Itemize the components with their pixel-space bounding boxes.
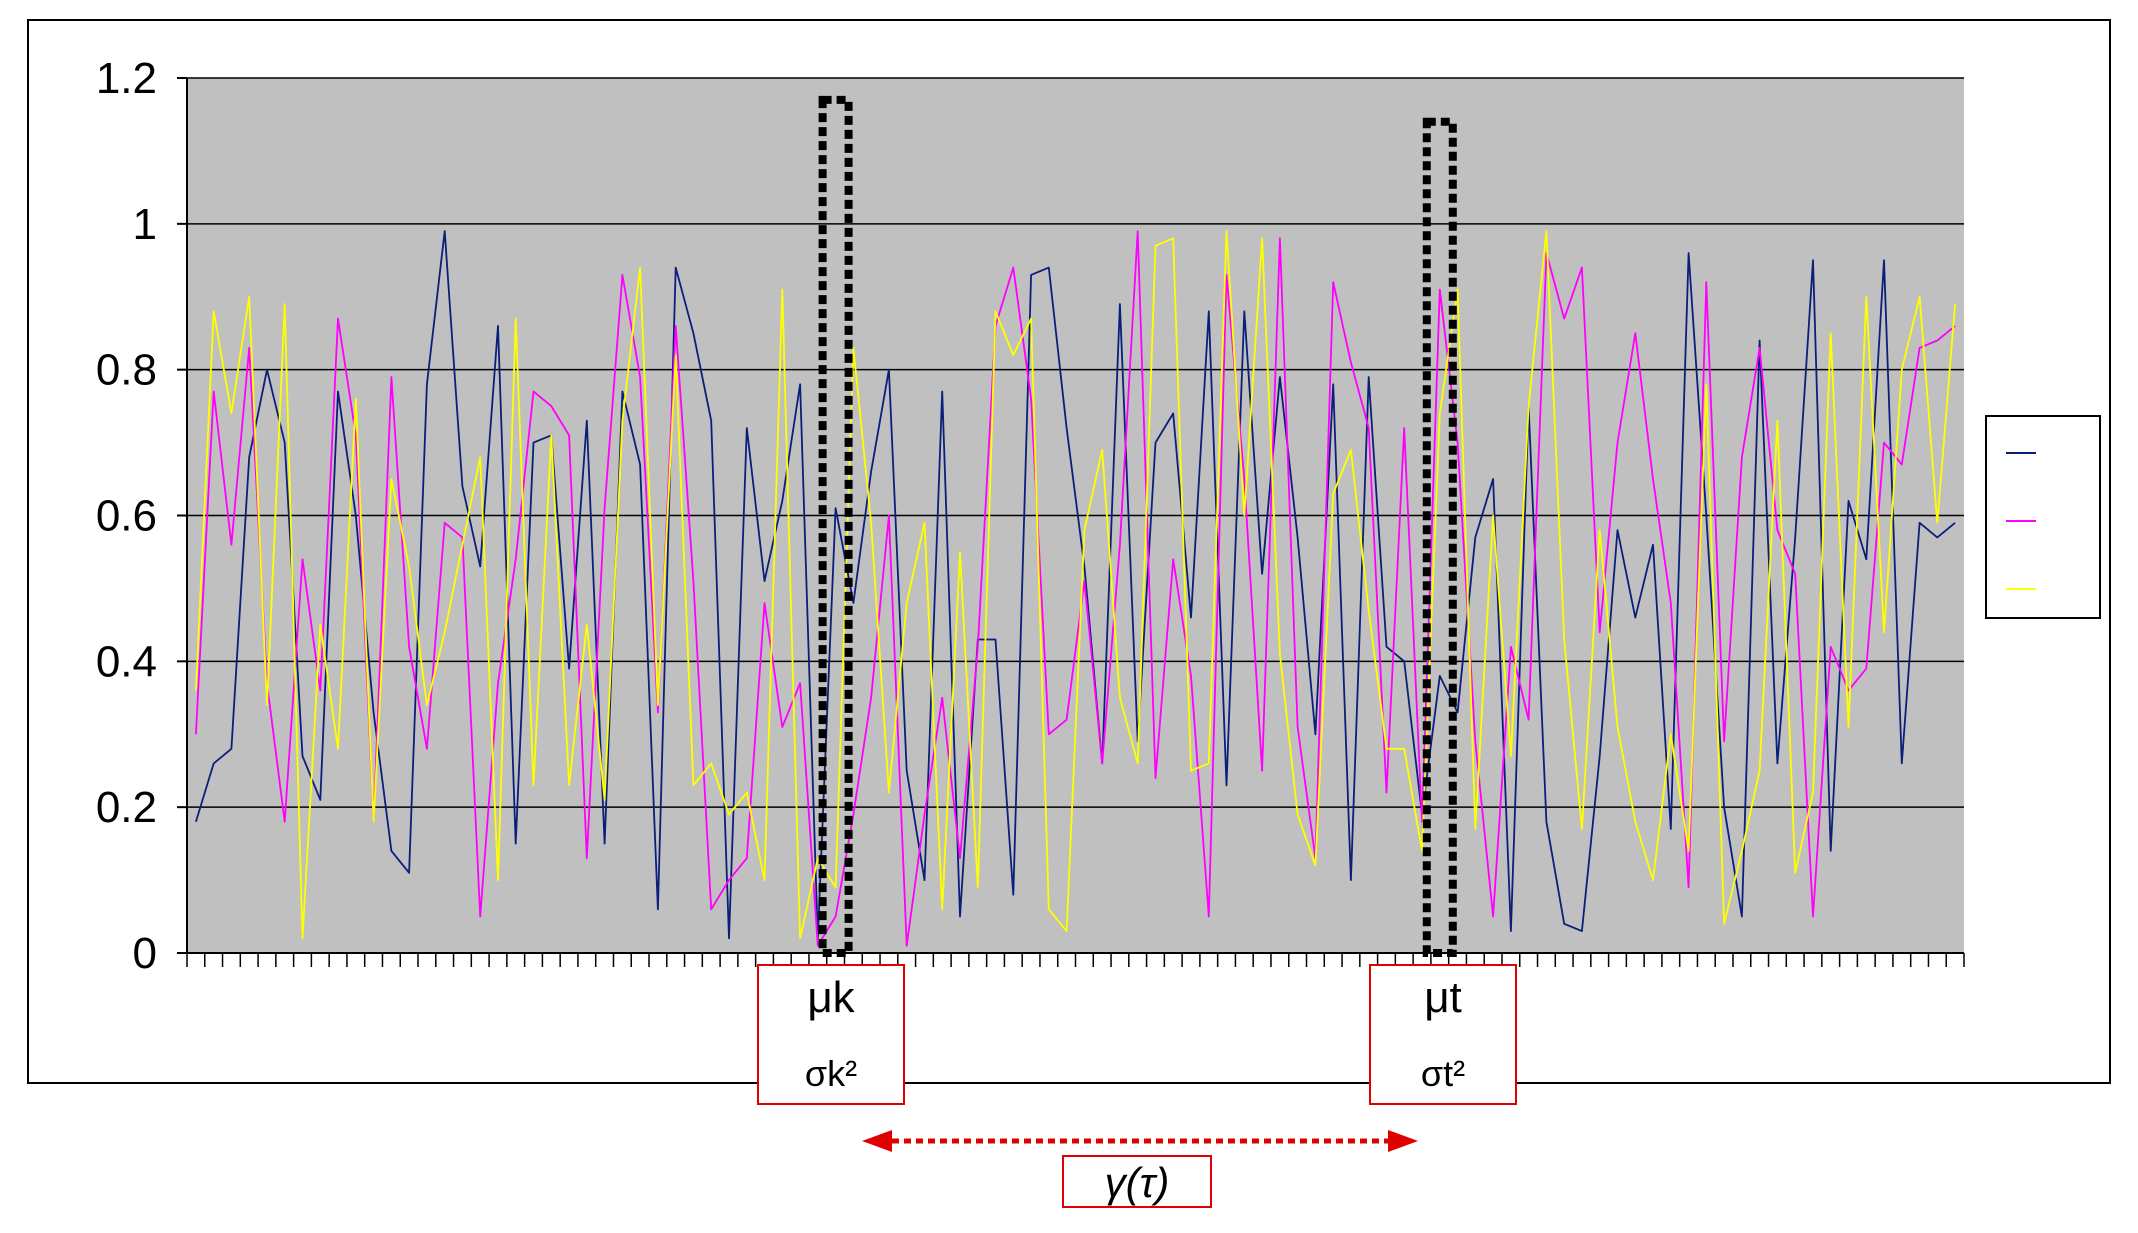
y-tick-label: 0.6 (96, 492, 157, 541)
y-tick-label: 0 (133, 929, 157, 978)
x-axis-ticks (186, 953, 1965, 967)
gamma-box: γ(τ) (1062, 1155, 1212, 1208)
mu-k-box: μk σk² (757, 964, 905, 1105)
series-line-1 (195, 230, 1956, 940)
lag-arrow-left-head (862, 1130, 892, 1152)
y-tick-label: 0.2 (96, 783, 157, 832)
y-tick-label: 0.4 (96, 637, 157, 686)
mu-t-box: μt σt² (1369, 964, 1517, 1105)
mu-k-label: μk (807, 973, 855, 1022)
sigma-k-label: σk² (805, 1053, 857, 1094)
mu-t-label: μt (1424, 973, 1462, 1022)
gamma-frame (1062, 1155, 1212, 1208)
marker-column (818, 95, 853, 957)
series-line-2 (195, 230, 1956, 947)
series-lines (195, 230, 1956, 947)
marker-columns (818, 95, 1457, 957)
legend-box (1985, 415, 2101, 619)
marker-outline (818, 95, 853, 957)
y-tick-label: 0.8 (96, 346, 157, 395)
series-line-3 (195, 230, 1956, 940)
y-tick-label: 1.2 (96, 54, 157, 103)
marker-column (1422, 117, 1457, 957)
lag-arrow-right-head (1388, 1130, 1418, 1152)
sigma-t-label: σt² (1421, 1053, 1465, 1094)
y-axis-ticks: 0 0.2 0.4 0.6 0.8 1 1.2 (96, 54, 187, 978)
gridlines (187, 77, 1964, 808)
y-tick-label: 1 (133, 200, 157, 249)
legend (1985, 415, 2101, 619)
mu-t-frame (1369, 964, 1517, 1105)
lag-arrow (862, 1130, 1418, 1152)
marker-outline (1422, 117, 1457, 957)
mu-k-frame (757, 964, 905, 1105)
gamma-label: γ(τ) (1105, 1159, 1170, 1206)
